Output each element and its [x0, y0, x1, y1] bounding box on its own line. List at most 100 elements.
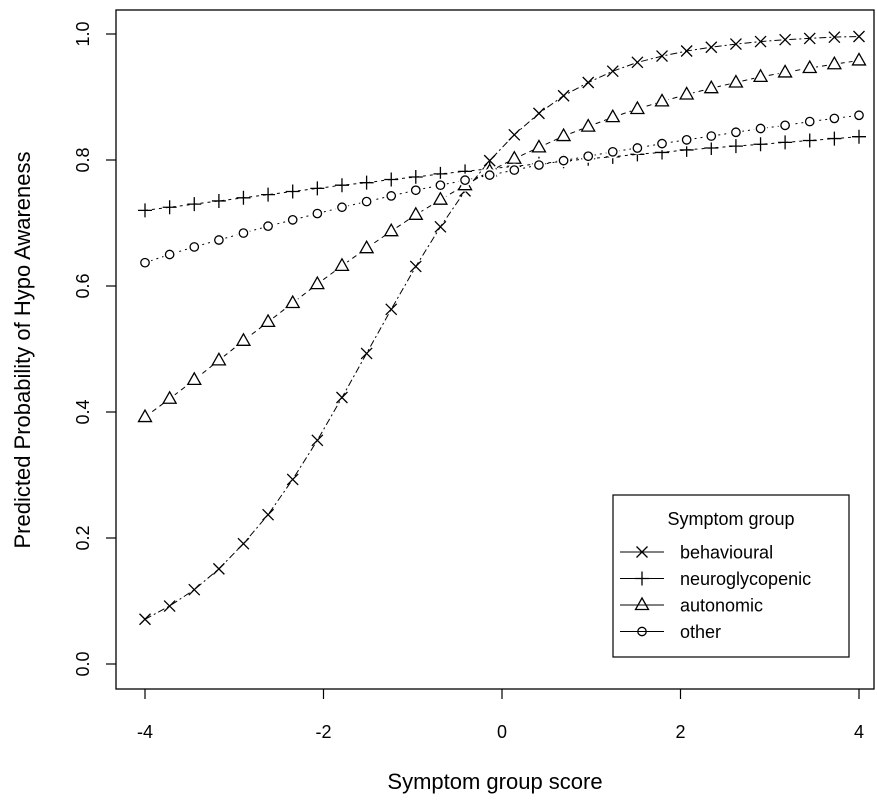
marker-background: [827, 57, 841, 71]
data-point-autonomic: [260, 313, 276, 328]
marker-background: [507, 152, 521, 166]
legend-label: behavioural: [680, 543, 773, 563]
legend-label: autonomic: [680, 596, 763, 616]
data-point-autonomic: [728, 74, 744, 88]
data-point-behavioural: [606, 65, 619, 78]
marker-background: [236, 334, 250, 348]
marker-background: [261, 315, 275, 329]
data-point-other: [410, 185, 421, 196]
y-tick-label: 0.0: [73, 651, 93, 676]
series-other: [138, 108, 866, 270]
x-tick-label: 4: [854, 722, 864, 742]
data-point-behavioural: [705, 41, 718, 54]
marker-background: [680, 87, 694, 101]
data-point-behavioural: [409, 260, 422, 273]
data-point-other: [607, 146, 618, 157]
legend-box: [612, 494, 850, 658]
data-point-autonomic: [826, 55, 842, 70]
data-point-behavioural: [729, 38, 742, 51]
data-point-behavioural: [286, 473, 299, 486]
data-point-other: [435, 180, 446, 191]
marker-background: [433, 193, 447, 207]
data-point-other: [287, 215, 298, 225]
data-point-other: [558, 155, 569, 166]
data-point-autonomic: [506, 150, 522, 164]
data-point-autonomic: [137, 408, 153, 423]
data-point-other: [534, 160, 544, 170]
data-point-other: [263, 221, 273, 231]
data-point-neuroglycopenic: [162, 200, 177, 215]
data-point-neuroglycopenic: [384, 172, 399, 187]
data-point-autonomic: [802, 59, 818, 74]
marker-background: [630, 102, 644, 116]
data-point-other: [854, 110, 864, 121]
data-point-autonomic: [851, 52, 867, 66]
data-point-autonomic: [679, 86, 695, 100]
x-axis-title: Symptom group score: [387, 769, 602, 794]
legend-label: neuroglycopenic: [680, 569, 811, 589]
data-point-other: [804, 116, 815, 127]
data-point-autonomic: [162, 390, 178, 404]
data-point-autonomic: [605, 108, 621, 123]
data-point-autonomic: [580, 118, 596, 132]
data-point-neuroglycopenic: [408, 170, 423, 185]
data-point-behavioural: [212, 562, 225, 575]
data-point-autonomic: [432, 191, 449, 205]
legend-marker-behavioural: [636, 546, 648, 558]
data-point-behavioural: [262, 508, 275, 521]
data-point-behavioural: [385, 303, 398, 316]
data-point-neuroglycopenic: [802, 133, 817, 148]
marker-background: [187, 373, 201, 387]
data-point-behavioural: [139, 613, 151, 626]
series-line-neuroglycopenic: [144, 136, 860, 211]
marker-background: [360, 241, 374, 255]
data-point-neuroglycopenic: [211, 193, 226, 208]
y-tick-label: 1.0: [73, 21, 93, 46]
data-point-neuroglycopenic: [778, 135, 793, 150]
data-point-neuroglycopenic: [285, 184, 300, 199]
data-point-other: [509, 165, 520, 175]
x-tick-label: 2: [675, 722, 685, 742]
data-point-neuroglycopenic: [261, 187, 276, 202]
data-point-other: [632, 143, 643, 153]
data-point-other: [780, 120, 790, 131]
data-point-behavioural: [163, 600, 176, 612]
data-point-other: [681, 134, 692, 145]
data-point-autonomic: [531, 139, 547, 153]
series-line-autonomic: [144, 60, 860, 418]
data-point-behavioural: [360, 347, 373, 360]
data-point-other: [312, 208, 323, 219]
data-point-other: [583, 151, 594, 162]
series-behavioural: [139, 30, 865, 626]
data-point-autonomic: [235, 332, 252, 346]
legend-item-behavioural: behavioural: [620, 543, 773, 563]
data-point-neuroglycopenic: [138, 203, 152, 218]
marker-background: [655, 94, 669, 108]
data-point-neuroglycopenic: [433, 166, 448, 181]
data-point-behavioural: [680, 45, 693, 57]
marker-background: [729, 76, 743, 90]
data-point-autonomic: [752, 68, 769, 82]
data-point-neuroglycopenic: [827, 131, 842, 146]
marker-background: [581, 120, 595, 134]
legend-title: Symptom group: [667, 509, 794, 529]
data-point-other: [706, 131, 717, 141]
data-point-autonomic: [408, 206, 424, 220]
data-point-neuroglycopenic: [852, 129, 866, 144]
marker-background: [310, 277, 324, 291]
data-point-other: [337, 202, 347, 213]
data-point-neuroglycopenic: [187, 197, 202, 212]
data-point-behavioural: [803, 32, 816, 45]
marker-background: [606, 110, 620, 124]
data-point-behavioural: [508, 128, 521, 141]
marker-background: [803, 61, 817, 75]
data-point-other: [214, 235, 224, 245]
data-point-other: [189, 242, 200, 252]
marker-background: [138, 410, 152, 424]
data-point-behavioural: [853, 30, 865, 43]
marker-background: [286, 296, 300, 310]
data-point-neuroglycopenic: [334, 178, 349, 193]
data-point-behavioural: [779, 33, 792, 46]
x-tick-label: -2: [315, 722, 331, 742]
